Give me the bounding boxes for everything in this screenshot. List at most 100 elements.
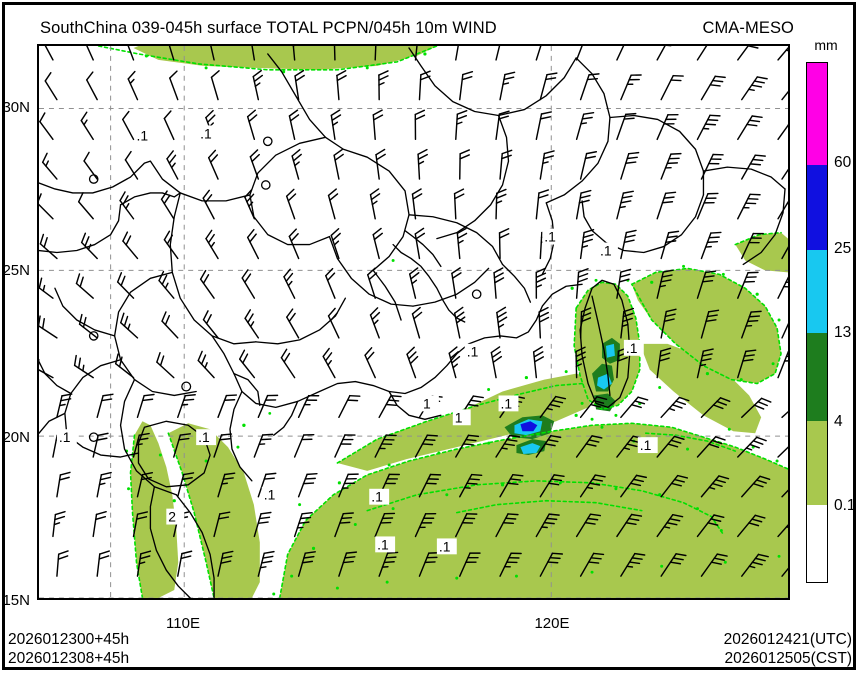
wind-barb-shaft (44, 80, 58, 101)
wind-barb-full-feather (588, 73, 600, 76)
wind-barb-shaft (96, 553, 101, 577)
wind-barb-full-feather (99, 550, 110, 555)
wind-barb-shaft (616, 46, 625, 61)
wind-barb-full-feather (662, 269, 674, 273)
wind-barb-half-feather (580, 122, 588, 125)
wind-barb-full-feather (451, 267, 461, 275)
wind-barb-full-feather (757, 553, 769, 558)
wind-barb-shaft (73, 364, 94, 379)
wind-barb-shaft (161, 320, 179, 339)
wind-barb-full-feather (260, 438, 272, 441)
wind-barb-full-feather (535, 267, 547, 274)
wind-barb-full-feather (543, 150, 555, 155)
wind-barb-shaft (575, 192, 582, 220)
wind-barb-half-feather (87, 243, 92, 251)
wind-barb-full-feather (79, 276, 84, 288)
wind-barb-full-feather (746, 319, 759, 323)
wind-barb-full-feather (580, 307, 592, 313)
wind-barb-shaft (620, 231, 628, 260)
wind-barb-half-feather (42, 284, 46, 292)
wind-barb-full-feather (583, 228, 595, 234)
wind-barb-full-feather (372, 227, 382, 236)
wind-barb-shaft (297, 473, 308, 498)
wind-barb-full-feather (535, 277, 547, 284)
wind-barb-full-feather (581, 238, 593, 244)
wind-barb-full-feather (166, 150, 174, 160)
wind-barb-full-feather (223, 472, 236, 476)
wind-barb-full-feather (411, 188, 422, 195)
map-plot-area[interactable]: .1 .1 .1 .1 .1 .1 .1 .1 .1 .1 .1 .1 .1 .… (37, 44, 790, 600)
wind-barb-full-feather (241, 269, 249, 279)
wind-barb-full-feather (543, 521, 555, 525)
wind-barb-shaft (114, 362, 135, 379)
wind-barb-full-feather (493, 272, 504, 279)
wind-barb-shaft (781, 246, 788, 260)
wind-barb-full-feather (548, 482, 560, 486)
wind-barb-full-feather (163, 110, 172, 120)
wind-barb-shaft (244, 317, 260, 339)
wind-barb-shaft (579, 152, 588, 180)
wind-barb-full-feather (141, 398, 154, 402)
svg-text:.1: .1 (264, 487, 276, 503)
wind-barb-full-feather (419, 75, 431, 81)
wind-barb-shaft (160, 198, 175, 220)
wind-barb-full-feather (625, 229, 637, 234)
wind-barb-half-feather (204, 362, 208, 369)
contour-label: 2 (166, 509, 185, 525)
wind-barb-full-feather (260, 560, 273, 564)
wind-barb-shaft (202, 318, 219, 339)
wind-barb-full-feather (324, 352, 333, 362)
wind-barb-shaft (338, 473, 349, 498)
wind-barb-full-feather (54, 510, 66, 516)
wind-barb-full-feather (372, 114, 384, 121)
wind-barb-shaft (459, 552, 471, 577)
wind-barb-full-feather (406, 346, 415, 355)
wind-barb-full-feather (544, 443, 556, 447)
wind-barb-shaft (280, 357, 296, 379)
wind-barb-shaft (202, 197, 215, 220)
wind-barb-full-feather (580, 189, 592, 194)
wind-barb-shaft (781, 168, 788, 180)
wind-barb-half-feather (136, 443, 143, 446)
wind-barb-full-feather (716, 553, 728, 557)
wind-barb-full-feather (624, 234, 636, 239)
wind-barb-full-feather (549, 403, 561, 408)
colorbar[interactable] (806, 62, 828, 583)
wind-barb-full-feather (116, 272, 123, 283)
wind-barb-full-feather (239, 349, 246, 360)
wind-barb-shaft (411, 313, 421, 339)
wind-barb-half-feather (785, 526, 788, 529)
wind-barb-full-feather (163, 194, 171, 205)
wind-barb-full-feather (386, 551, 399, 554)
wind-barb-half-feather (535, 284, 543, 288)
wind-barb-half-feather (170, 162, 176, 169)
wind-barb-full-feather (160, 190, 168, 201)
wind-barb-shaft (291, 155, 300, 180)
wind-barb-full-feather (702, 348, 714, 352)
wind-barb-full-feather (417, 153, 428, 160)
wind-barb-full-feather (623, 307, 635, 313)
wind-barb-full-feather (580, 312, 592, 318)
wind-barb-full-feather (258, 516, 271, 520)
wind-barb-full-feather (263, 550, 275, 555)
wind-barb-shaft (251, 46, 256, 61)
wind-barb-full-feather (593, 400, 605, 404)
wind-barb-full-feather (364, 347, 373, 356)
wind-barb-full-feather (378, 70, 389, 76)
wind-barb-full-feather (752, 483, 764, 488)
wind-barb-full-feather (244, 273, 252, 283)
wind-barb-full-feather (747, 46, 759, 49)
wind-barb-full-feather (585, 151, 598, 155)
wind-barb-full-feather (136, 511, 149, 515)
wind-barb-full-feather (41, 152, 48, 163)
wind-barb-half-feather (623, 447, 631, 450)
wind-barb-full-feather (710, 231, 722, 234)
wind-barb-half-feather (373, 319, 379, 325)
wind-barb-full-feather (675, 400, 687, 406)
wind-barb-full-feather (498, 115, 510, 120)
wind-barb-full-feather (409, 355, 419, 365)
wind-barb-shaft (210, 46, 215, 61)
wind-barb-full-feather (661, 201, 674, 204)
wind-barb-full-feather (299, 516, 312, 520)
wind-barb-full-feather (701, 279, 714, 283)
